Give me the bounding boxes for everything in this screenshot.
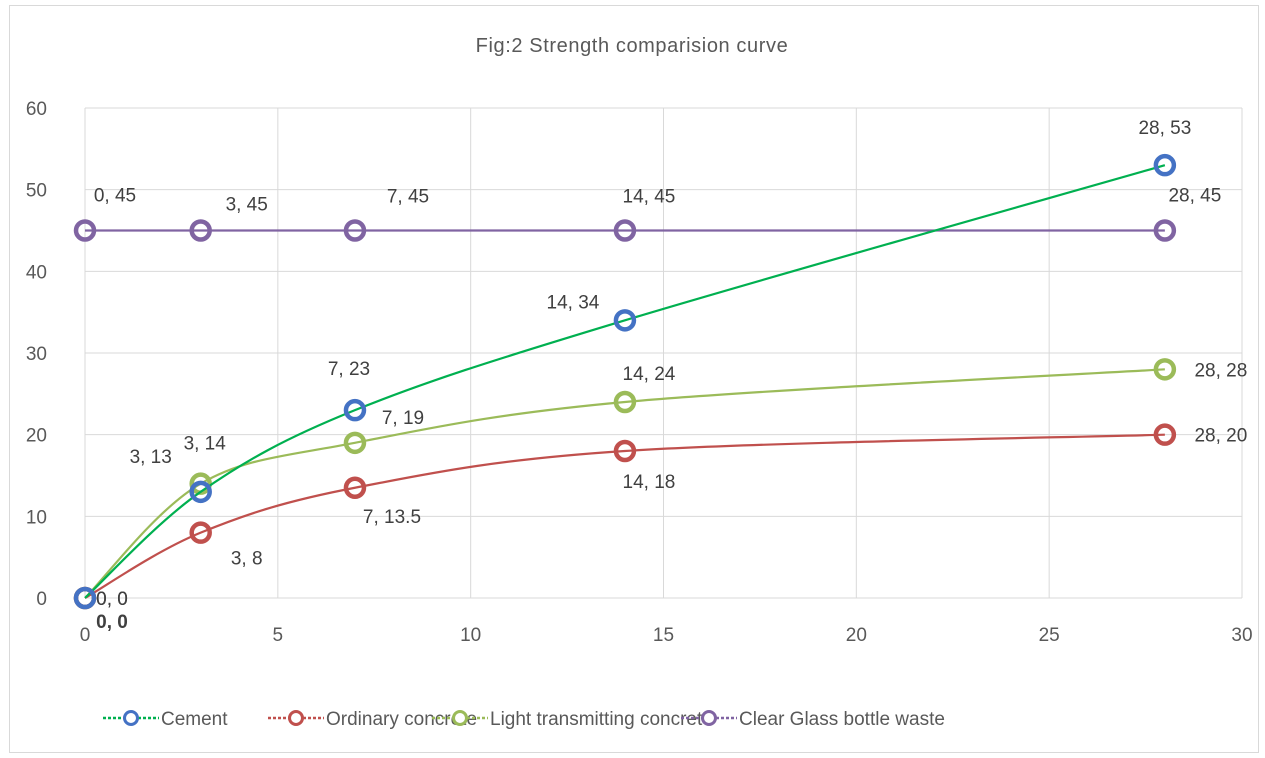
legend-item-cement: Cement [103, 709, 228, 730]
legend-label-clear-glass-bottle-waste: Clear Glass bottle waste [739, 709, 945, 730]
chart-area [9, 5, 1259, 753]
data-label-ordinary-concrete: 7, 13.5 [363, 507, 421, 528]
data-label-cement: 7, 23 [328, 359, 370, 380]
y-tick-label: 50 [26, 181, 47, 202]
point-clear-glass-bottle-waste [189, 219, 212, 242]
x-tick-label: 10 [460, 625, 481, 646]
legend-label-light-transmitting-concrete: Light transmitting concrete [490, 709, 713, 730]
data-label-cement: 28, 53 [1138, 118, 1191, 139]
data-label-clear-glass-bottle-waste: 7, 45 [387, 187, 429, 208]
data-labels: 0, 0 3, 13 7, 23 14, 34 28, 53 0, 0 3, 8 7, 13.… [94, 118, 1247, 633]
point-cement [73, 586, 97, 610]
point-cement [1153, 153, 1177, 177]
point-clear-glass-bottle-waste [1153, 219, 1177, 242]
x-tick-label: 25 [1039, 625, 1060, 646]
axes: 0 5 10 15 20 25 30 0 10 20 30 40 50 60 [26, 99, 1253, 646]
point-light-transmitting-concrete [343, 431, 367, 455]
x-tick-label: 5 [273, 625, 284, 646]
data-label-ordinary-concrete: 14, 18 [623, 472, 676, 493]
point-clear-glass-bottle-waste [73, 219, 97, 242]
data-label-clear-glass-bottle-waste: 3, 45 [226, 195, 268, 216]
y-tick-label: 10 [26, 507, 47, 528]
series-ordinary-concrete [73, 423, 1177, 610]
data-label-light-transmitting-concrete: 14, 24 [623, 364, 676, 385]
x-tick-label: 0 [80, 625, 91, 646]
data-label-cement: 3, 13 [130, 447, 172, 468]
data-label-light-transmitting-concrete: 3, 14 [184, 434, 227, 455]
data-label-cement: 14, 34 [547, 292, 600, 313]
series-clear-glass-bottle-waste [73, 219, 1177, 242]
data-label-clear-glass-bottle-waste: 0, 45 [94, 186, 136, 207]
legend-item-ordinary-concrete: Ordinary concrete [268, 709, 477, 730]
y-tick-label: 40 [26, 262, 47, 283]
data-label-ordinary-concrete: 0, 0 [96, 589, 128, 610]
point-cement [189, 480, 212, 504]
data-label-clear-glass-bottle-waste: 28, 45 [1168, 186, 1221, 207]
legend-marker-clear-glass-bottle-waste [701, 710, 717, 726]
y-tick-label: 60 [26, 99, 47, 120]
y-tick-label: 20 [26, 426, 47, 447]
gridlines [84, 107, 1243, 599]
data-label-ordinary-concrete: 28, 20 [1194, 426, 1247, 447]
legend-marker-cement [123, 710, 139, 726]
data-label-light-transmitting-concrete: 28, 28 [1194, 360, 1247, 381]
y-tick-label: 0 [36, 589, 47, 610]
legend-marker-ordinary-concrete [288, 710, 304, 726]
chart-title: Fig:2 Strength comparision curve [476, 35, 789, 57]
plot-series [73, 153, 1177, 610]
series-line-cement [84, 164, 1166, 599]
point-clear-glass-bottle-waste [343, 219, 367, 242]
point-ordinary-concrete [613, 439, 637, 463]
point-ordinary-concrete [189, 521, 212, 544]
x-tick-label: 15 [653, 625, 674, 646]
point-ordinary-concrete [343, 476, 367, 499]
legend-label-ordinary-concrete: Ordinary concrete [326, 709, 477, 730]
legend-item-clear-glass-bottle-waste: Clear Glass bottle waste [681, 709, 945, 730]
point-ordinary-concrete [1153, 423, 1177, 446]
legend-item-light-transmitting-concrete: Light transmitting concrete [432, 709, 713, 730]
x-tick-label: 30 [1231, 625, 1252, 646]
point-light-transmitting-concrete [613, 390, 637, 414]
data-label-ordinary-concrete: 3, 8 [231, 549, 263, 570]
series-line-light-transmitting-concrete [84, 368, 1165, 599]
legend-label-cement: Cement [161, 709, 228, 730]
y-tick-label: 30 [26, 344, 47, 365]
legend-marker-light-transmitting-concrete [452, 710, 468, 726]
series-cement [73, 153, 1177, 610]
point-light-transmitting-concrete [1153, 358, 1177, 381]
legend: Cement Ordinary concrete Light transmittin… [103, 709, 945, 730]
point-cement [343, 398, 367, 422]
x-tick-label: 20 [846, 625, 867, 646]
data-label-clear-glass-bottle-waste: 14, 45 [623, 187, 676, 208]
point-cement [613, 309, 637, 332]
point-clear-glass-bottle-waste [613, 219, 637, 242]
data-label-cement: 0, 0 [96, 589, 128, 610]
data-label-light-transmitting-concrete: 0, 0 [96, 612, 128, 633]
data-label-light-transmitting-concrete: 7, 19 [382, 408, 424, 429]
